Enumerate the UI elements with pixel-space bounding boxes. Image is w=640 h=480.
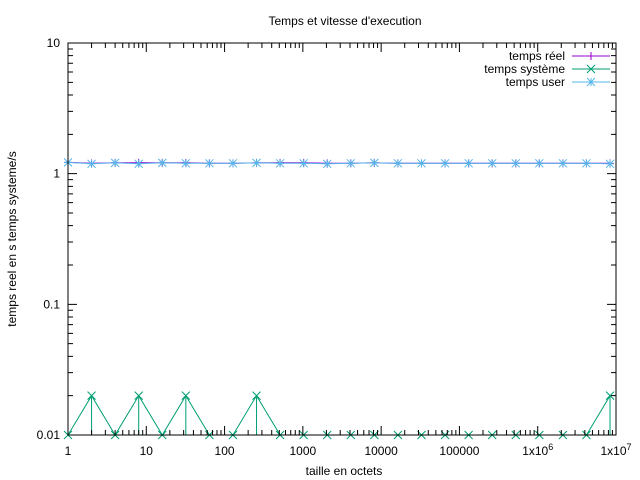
y-tick-label: 1 — [53, 167, 60, 181]
data-point — [205, 158, 214, 168]
data-point — [346, 158, 356, 168]
x-tick-label: 1x107 — [600, 442, 631, 458]
data-point — [181, 391, 191, 401]
data-point — [87, 159, 96, 169]
x-tick-label: 1 — [65, 444, 72, 458]
data-point — [252, 391, 261, 401]
data-point — [110, 158, 120, 168]
chart-title: Temps et vitesse d'execution — [268, 14, 421, 28]
data-point — [511, 158, 521, 168]
data-point — [228, 158, 238, 168]
data-point — [252, 158, 261, 168]
x-axis-label: taille en octets — [306, 464, 383, 478]
data-point — [393, 158, 403, 168]
data-point — [299, 158, 309, 168]
x-tick-label: 10000 — [364, 444, 398, 458]
data-point — [558, 158, 568, 168]
legend-label: temps réel — [509, 49, 565, 63]
data-point — [582, 158, 591, 168]
y-tick-label: 10 — [47, 36, 61, 50]
data-point — [605, 159, 615, 169]
data-point — [275, 158, 285, 168]
data-point — [157, 158, 167, 168]
plot-area — [63, 158, 615, 440]
data-point — [605, 391, 615, 401]
y-tick-label: 0.01 — [37, 428, 61, 442]
x-tick-label: 100000 — [439, 444, 479, 458]
data-point — [440, 158, 450, 168]
x-tick-label-base: 1000 — [290, 444, 317, 458]
data-point — [417, 158, 426, 168]
x-tick-label-base: 10000 — [364, 444, 398, 458]
data-point — [87, 391, 96, 401]
x-tick-label: 100 — [215, 444, 235, 458]
data-point — [464, 158, 473, 168]
x-tick-label-base: 100000 — [439, 444, 479, 458]
x-tick-label-exponent: 6 — [548, 442, 553, 452]
legend-label: temps user — [506, 75, 565, 89]
x-tick-label-base: 10 — [140, 444, 154, 458]
x-tick-label-base: 1x10 — [522, 444, 548, 458]
x-tick-label: 10 — [140, 444, 154, 458]
axes: 1 10 100 1000 10000 100000 1x106 1x1071010.10.0… — [37, 36, 632, 458]
legend-marker — [586, 77, 596, 87]
data-point — [134, 391, 144, 401]
legend-label: temps système — [484, 62, 565, 76]
data-point — [534, 158, 544, 168]
data-point — [134, 159, 144, 169]
x-tick-label: 1000 — [290, 444, 317, 458]
y-tick-label: 0.1 — [43, 297, 60, 311]
x-tick-label-base: 1 — [65, 444, 72, 458]
data-point — [487, 158, 497, 168]
legend-marker — [586, 64, 596, 74]
data-point — [181, 158, 191, 168]
series-line — [67, 394, 611, 436]
plot-frame — [67, 42, 617, 436]
data-point — [322, 159, 332, 169]
x-tick-label: 1x106 — [522, 442, 553, 458]
data-point — [370, 158, 379, 168]
x-tick-label-exponent: 7 — [627, 442, 632, 452]
x-tick-label-base: 1x10 — [600, 444, 626, 458]
legend-marker — [587, 52, 595, 60]
series-3 — [63, 158, 615, 169]
y-axis-label: temps reel en s temps systeme/s — [5, 151, 19, 326]
x-tick-label-base: 100 — [215, 444, 235, 458]
